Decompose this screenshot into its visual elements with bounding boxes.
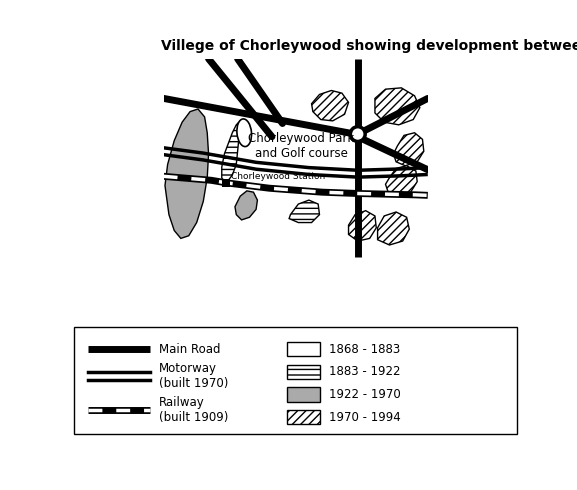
Bar	[287, 410, 320, 424]
Polygon shape	[222, 122, 240, 183]
Polygon shape	[312, 91, 349, 121]
Polygon shape	[165, 109, 208, 239]
Bar	[287, 365, 320, 379]
Polygon shape	[235, 191, 257, 220]
Bar	[287, 342, 320, 357]
Polygon shape	[375, 88, 420, 125]
Circle shape	[350, 127, 365, 142]
Text: 1868 - 1883: 1868 - 1883	[329, 343, 400, 356]
Text: Motorway
(built 1970): Motorway (built 1970)	[159, 362, 228, 390]
Text: 1970 - 1994: 1970 - 1994	[329, 411, 401, 424]
Bar	[287, 388, 320, 402]
Polygon shape	[349, 211, 376, 241]
Polygon shape	[394, 133, 424, 166]
Text: Chorleywood Park
and Golf course: Chorleywood Park and Golf course	[248, 132, 354, 160]
Text: Villege of Chorleywood showing development between 1868 and 1994: Villege of Chorleywood showing developme…	[161, 40, 577, 53]
Text: 1883 - 1922: 1883 - 1922	[329, 366, 401, 378]
Text: Main Road: Main Road	[159, 343, 221, 356]
Bar	[222, 179, 230, 187]
Polygon shape	[385, 166, 417, 196]
Text: Chorleywood Station: Chorleywood Station	[231, 172, 325, 181]
Ellipse shape	[237, 119, 252, 147]
Polygon shape	[289, 200, 320, 222]
Text: 1922 - 1970: 1922 - 1970	[329, 388, 401, 401]
Polygon shape	[377, 212, 409, 245]
Text: Railway
(built 1909): Railway (built 1909)	[159, 396, 228, 424]
